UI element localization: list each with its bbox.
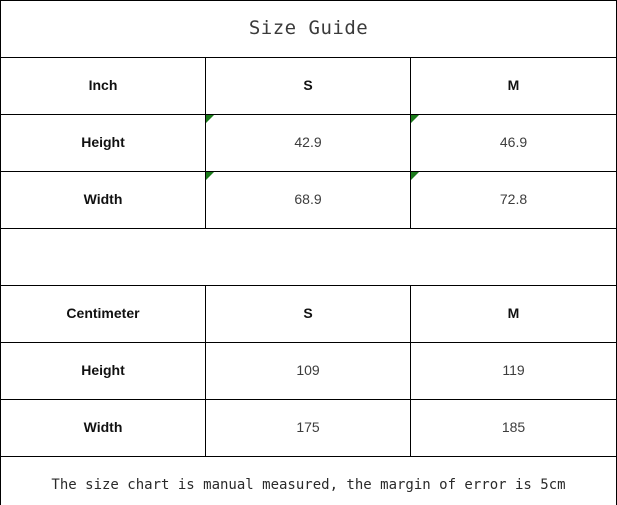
row-label-cm-height-text: Height bbox=[81, 362, 125, 378]
row-label-inch-width: Width bbox=[0, 171, 206, 229]
unit-header-inch-label: Inch bbox=[88, 77, 118, 93]
column-header-m-inch-label: M bbox=[507, 77, 520, 93]
title-cell: Size Guide bbox=[0, 0, 617, 58]
cell-inch-width-s-value: 68.9 bbox=[294, 191, 322, 207]
inch-header-row: Inch S M bbox=[0, 57, 617, 115]
page-title: Size Guide bbox=[248, 17, 369, 39]
cell-inch-height-m: 46.9 bbox=[409, 114, 617, 172]
row-label-inch-height: Height bbox=[0, 114, 206, 172]
cell-cm-width-m-value: 185 bbox=[501, 419, 526, 435]
cell-inch-width-s: 68.9 bbox=[205, 171, 411, 229]
column-header-s-inch-label: S bbox=[303, 77, 313, 93]
cell-cm-height-m: 119 bbox=[409, 342, 617, 400]
spacer-row bbox=[0, 228, 617, 286]
cell-inch-height-s: 42.9 bbox=[205, 114, 411, 172]
column-header-m-inch: M bbox=[409, 57, 617, 115]
cell-cm-height-s: 109 bbox=[205, 342, 411, 400]
table-row: Height 109 119 bbox=[0, 342, 617, 400]
cell-cm-height-m-value: 119 bbox=[502, 362, 525, 378]
column-header-s-inch: S bbox=[205, 57, 411, 115]
cell-inch-width-m-value: 72.8 bbox=[499, 191, 528, 207]
table-row: Height 42.9 46.9 bbox=[0, 114, 617, 172]
row-label-inch-width-text: Width bbox=[83, 191, 123, 207]
cell-cm-width-m: 185 bbox=[409, 399, 617, 457]
table-row: Width 68.9 72.8 bbox=[0, 171, 617, 229]
footer-note-text: The size chart is manual measured, the m… bbox=[51, 477, 566, 493]
row-label-inch-height-text: Height bbox=[81, 134, 125, 150]
column-header-s-cm-label: S bbox=[303, 305, 313, 321]
footer-note-row: The size chart is manual measured, the m… bbox=[0, 456, 617, 505]
column-header-s-cm: S bbox=[205, 285, 411, 343]
cell-cm-height-s-value: 109 bbox=[296, 362, 320, 378]
unit-header-inch: Inch bbox=[0, 57, 206, 115]
title-row: Size Guide bbox=[0, 0, 617, 58]
cell-cm-width-s: 175 bbox=[205, 399, 411, 457]
spacer-cell bbox=[0, 228, 617, 286]
text-number-marker-icon bbox=[206, 172, 214, 180]
cell-inch-height-s-value: 42.9 bbox=[294, 134, 322, 150]
text-number-marker-icon bbox=[206, 115, 214, 123]
row-label-cm-width-text: Width bbox=[83, 419, 123, 435]
cell-inch-height-m-value: 46.9 bbox=[499, 134, 528, 150]
unit-header-centimeter-label: Centimeter bbox=[66, 305, 140, 321]
text-number-marker-icon bbox=[411, 172, 419, 180]
row-label-cm-height: Height bbox=[0, 342, 206, 400]
column-header-m-cm-label: M bbox=[507, 305, 520, 321]
footer-note-cell: The size chart is manual measured, the m… bbox=[0, 456, 617, 505]
centimeter-header-row: Centimeter S M bbox=[0, 285, 617, 343]
column-header-m-cm: M bbox=[409, 285, 617, 343]
cell-inch-width-m: 72.8 bbox=[409, 171, 617, 229]
unit-header-centimeter: Centimeter bbox=[0, 285, 206, 343]
cell-cm-width-s-value: 175 bbox=[296, 419, 320, 435]
row-label-cm-width: Width bbox=[0, 399, 206, 457]
text-number-marker-icon bbox=[411, 115, 419, 123]
table-row: Width 175 185 bbox=[0, 399, 617, 457]
